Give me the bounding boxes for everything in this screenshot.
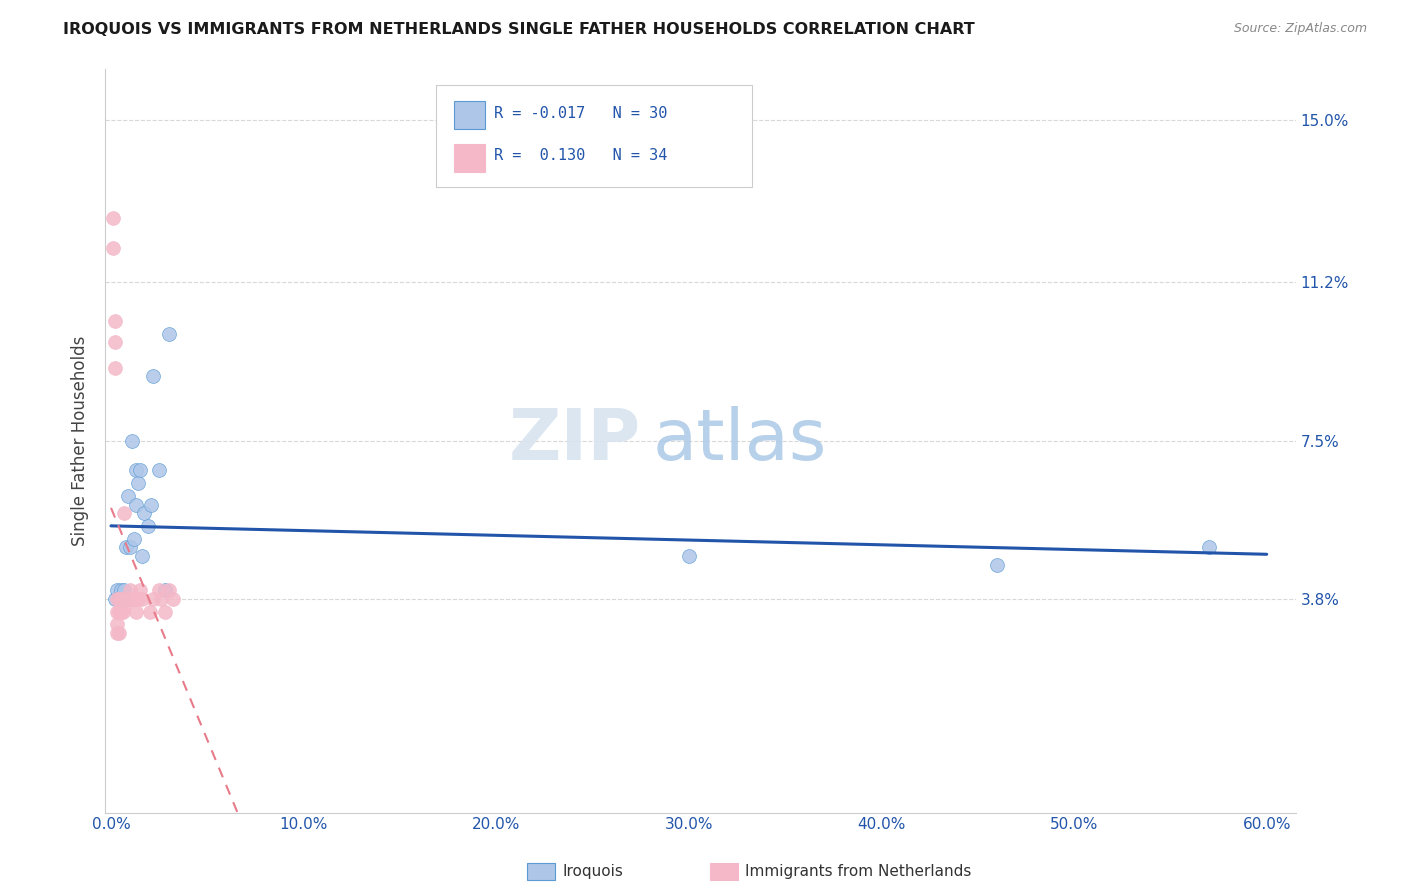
- Point: [148, 463, 170, 477]
- Point: [105, 617, 128, 632]
- Point: [110, 591, 132, 606]
- Point: [117, 591, 139, 606]
- Point: [114, 583, 136, 598]
- Point: [115, 541, 138, 555]
- Point: [131, 549, 153, 563]
- Point: [111, 605, 134, 619]
- Point: [142, 591, 165, 606]
- Point: [110, 583, 132, 598]
- Text: Iroquois: Iroquois: [562, 864, 623, 879]
- Point: [120, 583, 142, 598]
- Point: [121, 434, 143, 448]
- Point: [153, 583, 176, 598]
- Point: [110, 591, 132, 606]
- Point: [125, 463, 148, 477]
- Point: [104, 335, 127, 350]
- Point: [162, 591, 184, 606]
- Text: IROQUOIS VS IMMIGRANTS FROM NETHERLANDS SINGLE FATHER HOUSEHOLDS CORRELATION CHA: IROQUOIS VS IMMIGRANTS FROM NETHERLANDS …: [63, 22, 974, 37]
- Point: [148, 583, 170, 598]
- Point: [107, 626, 129, 640]
- Point: [105, 626, 128, 640]
- Point: [104, 360, 127, 375]
- Point: [120, 541, 142, 555]
- Y-axis label: Single Father Households: Single Father Households: [72, 335, 89, 546]
- Point: [138, 605, 160, 619]
- Text: Immigrants from Netherlands: Immigrants from Netherlands: [745, 864, 972, 879]
- Text: ZIP: ZIP: [509, 406, 641, 475]
- Point: [104, 591, 127, 606]
- Point: [115, 591, 138, 606]
- Point: [150, 591, 173, 606]
- Point: [104, 314, 127, 328]
- Point: [128, 463, 150, 477]
- Point: [125, 498, 148, 512]
- Text: R =  0.130   N = 34: R = 0.130 N = 34: [494, 148, 666, 163]
- Point: [131, 591, 153, 606]
- Point: [107, 605, 129, 619]
- Point: [105, 591, 128, 606]
- Point: [157, 326, 180, 341]
- Point: [117, 489, 139, 503]
- Point: [105, 605, 128, 619]
- Point: [101, 241, 124, 255]
- Point: [153, 605, 176, 619]
- Point: [107, 591, 129, 606]
- Point: [132, 506, 155, 520]
- Point: [114, 506, 136, 520]
- Point: [141, 498, 163, 512]
- Point: [114, 591, 136, 606]
- Point: [111, 591, 134, 606]
- Point: [121, 591, 143, 606]
- Point: [157, 583, 180, 598]
- Point: [127, 476, 149, 491]
- Point: [136, 519, 159, 533]
- Point: [128, 583, 150, 598]
- Point: [125, 605, 148, 619]
- Point: [1198, 541, 1220, 555]
- Point: [678, 549, 700, 563]
- Point: [122, 532, 145, 546]
- Point: [986, 558, 1008, 572]
- Text: Source: ZipAtlas.com: Source: ZipAtlas.com: [1233, 22, 1367, 36]
- Point: [101, 211, 124, 226]
- Point: [107, 591, 129, 606]
- Point: [122, 591, 145, 606]
- Point: [105, 583, 128, 598]
- Text: R = -0.017   N = 30: R = -0.017 N = 30: [494, 106, 666, 121]
- Text: atlas: atlas: [652, 406, 827, 475]
- Point: [110, 605, 132, 619]
- Point: [127, 591, 149, 606]
- Point: [111, 591, 134, 606]
- Point: [114, 600, 136, 615]
- Point: [142, 369, 165, 384]
